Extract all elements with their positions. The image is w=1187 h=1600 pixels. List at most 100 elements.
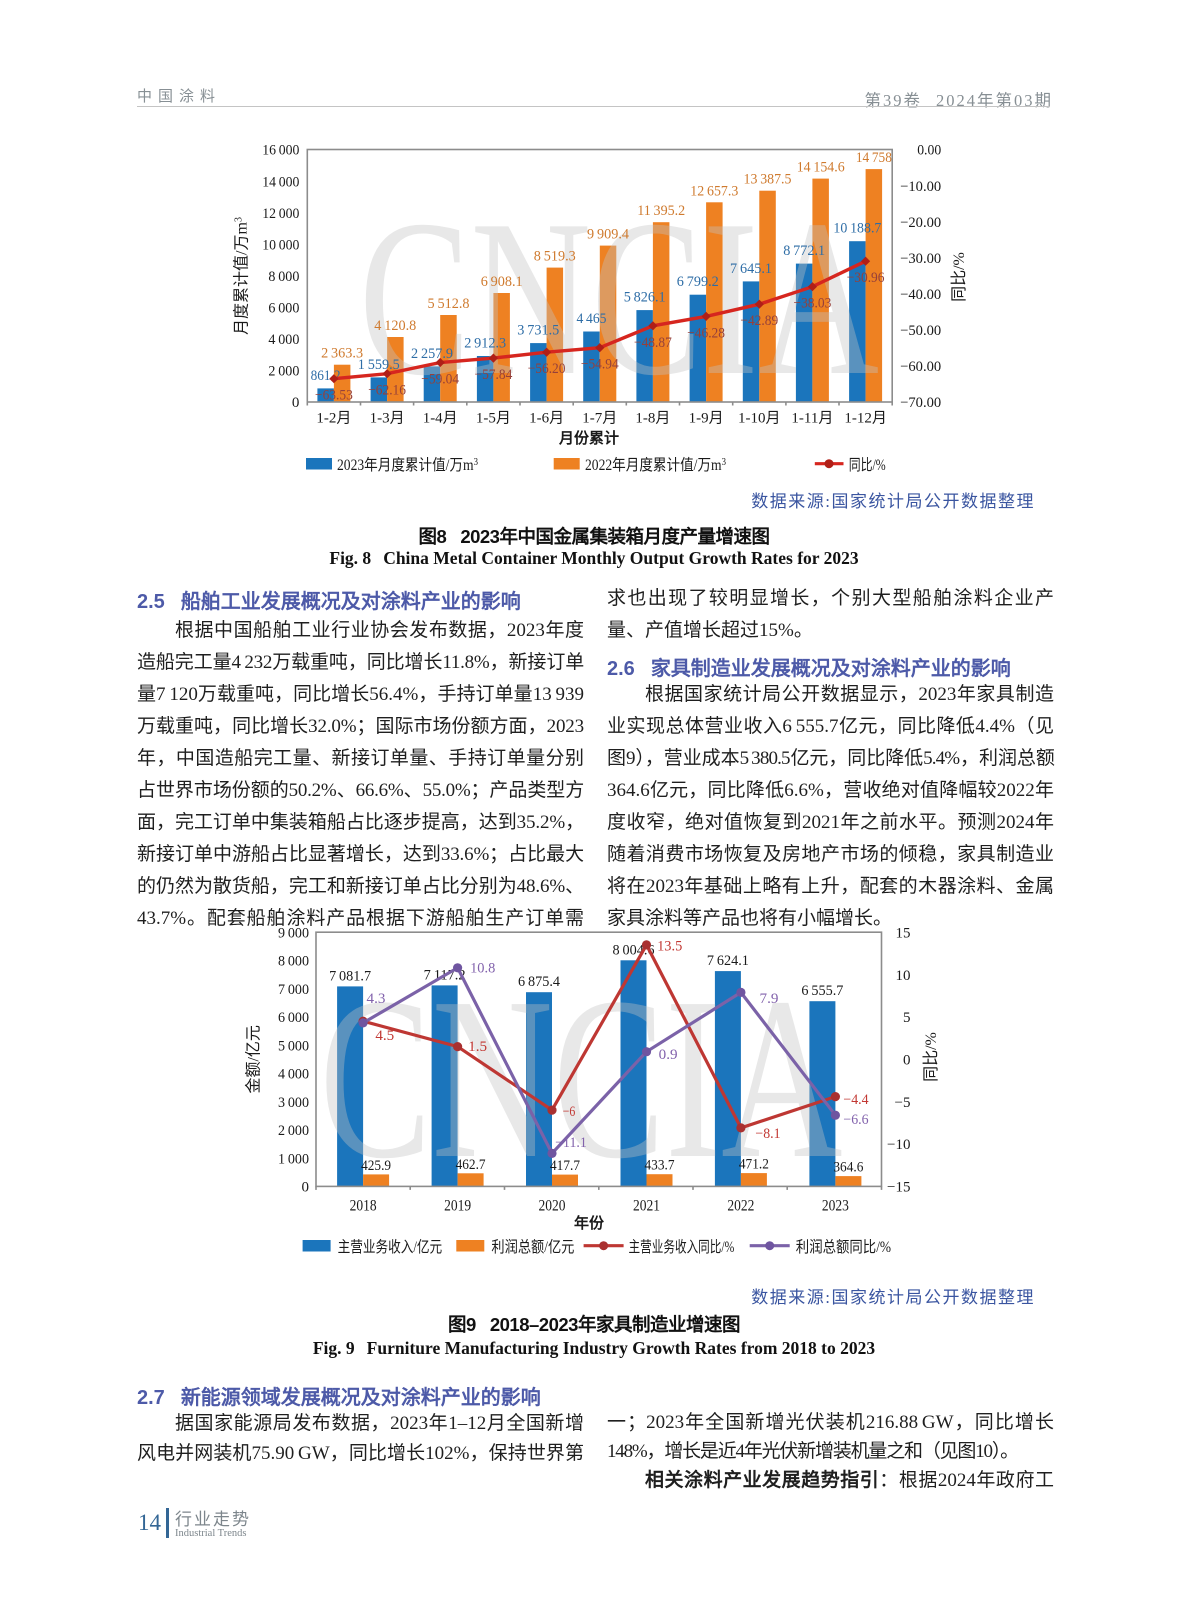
svg-text:7 081.7: 7 081.7 — [329, 968, 371, 984]
svg-text:1-2月: 1-2月 — [316, 411, 351, 427]
svg-text:−10: −10 — [887, 1137, 910, 1153]
svg-text:2 257.9: 2 257.9 — [411, 346, 453, 362]
svg-text:433.7: 433.7 — [645, 1158, 675, 1174]
svg-text:2022: 2022 — [727, 1198, 754, 1215]
svg-text:4 000: 4 000 — [278, 1067, 309, 1083]
svg-text:−10.00: −10.00 — [900, 179, 941, 195]
svg-text:−5: −5 — [895, 1095, 911, 1111]
svg-text:同比/%: 同比/% — [849, 456, 886, 474]
svg-text:2 912.3: 2 912.3 — [464, 336, 506, 352]
svg-text:417.7: 417.7 — [550, 1158, 580, 1174]
svg-text:−60.00: −60.00 — [900, 359, 941, 375]
svg-text:主营业务收入同比/%: 主营业务收入同比/% — [629, 1238, 735, 1256]
svg-text:2 000: 2 000 — [278, 1123, 309, 1139]
svg-text:2023年月度累计值/万m3: 2023年月度累计值/万m3 — [337, 456, 478, 474]
svg-text:13 387.5: 13 387.5 — [744, 172, 792, 188]
svg-text:−15: −15 — [887, 1180, 910, 1196]
svg-text:14 154.6: 14 154.6 — [797, 160, 845, 176]
svg-text:10 188.7: 10 188.7 — [833, 221, 881, 237]
svg-text:425.9: 425.9 — [361, 1158, 391, 1174]
svg-text:5: 5 — [903, 1010, 911, 1026]
svg-text:1-7月: 1-7月 — [582, 411, 617, 427]
svg-text:0: 0 — [302, 1180, 310, 1196]
svg-text:9 909.4: 9 909.4 — [587, 227, 629, 243]
svg-text:1-11月: 1-11月 — [791, 411, 833, 427]
svg-text:CNCIA: CNCIA — [320, 950, 843, 1207]
svg-text:−4.4: −4.4 — [843, 1092, 869, 1108]
svg-text:−63.53: −63.53 — [315, 388, 353, 404]
svg-text:471.2: 471.2 — [739, 1157, 769, 1173]
svg-text:月份累计: 月份累计 — [558, 429, 619, 447]
svg-text:−59.04: −59.04 — [421, 372, 459, 388]
svg-text:−54.94: −54.94 — [581, 357, 619, 373]
svg-text:1-9月: 1-9月 — [689, 411, 724, 427]
svg-text:16 000: 16 000 — [262, 143, 299, 159]
svg-text:8 000: 8 000 — [268, 269, 299, 285]
svg-text:4 000: 4 000 — [268, 332, 299, 348]
svg-text:2023: 2023 — [822, 1198, 849, 1215]
svg-text:−57.84: −57.84 — [475, 367, 513, 383]
svg-text:4.3: 4.3 — [367, 991, 386, 1007]
svg-text:8 000: 8 000 — [278, 954, 309, 970]
svg-text:−30.00: −30.00 — [900, 251, 941, 267]
svg-text:6 000: 6 000 — [268, 301, 299, 317]
svg-text:2020: 2020 — [539, 1198, 566, 1215]
svg-text:1.5: 1.5 — [468, 1039, 487, 1055]
svg-text:1-5月: 1-5月 — [476, 411, 511, 427]
svg-text:8 772.1: 8 772.1 — [783, 243, 825, 259]
svg-text:利润总额/亿元: 利润总额/亿元 — [491, 1238, 574, 1256]
svg-text:7 645.1: 7 645.1 — [730, 261, 772, 277]
svg-text:2 000: 2 000 — [268, 364, 299, 380]
svg-text:CNCIA: CNCIA — [359, 174, 879, 422]
svg-text:5 000: 5 000 — [278, 1038, 309, 1054]
svg-text:10: 10 — [896, 968, 911, 984]
svg-text:12 657.3: 12 657.3 — [690, 183, 738, 199]
svg-text:6 799.2: 6 799.2 — [677, 274, 719, 290]
svg-text:月度累计值/万m3: 月度累计值/万m3 — [233, 217, 251, 335]
svg-text:−6: −6 — [563, 1104, 576, 1120]
svg-text:2018: 2018 — [350, 1198, 377, 1215]
svg-text:0.00: 0.00 — [917, 143, 941, 159]
svg-text:10.8: 10.8 — [470, 960, 495, 976]
svg-text:1 559.5: 1 559.5 — [358, 357, 400, 373]
svg-text:6 908.1: 6 908.1 — [481, 274, 523, 290]
svg-text:462.7: 462.7 — [456, 1157, 486, 1173]
svg-text:4 120.8: 4 120.8 — [374, 318, 416, 334]
svg-text:−40.00: −40.00 — [900, 287, 941, 303]
svg-text:5 826.1: 5 826.1 — [624, 290, 666, 306]
svg-text:6 875.4: 6 875.4 — [518, 974, 560, 990]
svg-text:−62.16: −62.16 — [368, 383, 406, 399]
svg-text:−42.89: −42.89 — [740, 313, 778, 329]
svg-text:2022年月度累计值/万m3: 2022年月度累计值/万m3 — [585, 456, 726, 474]
svg-text:10 000: 10 000 — [262, 237, 299, 253]
svg-text:1-4月: 1-4月 — [423, 411, 458, 427]
svg-text:0: 0 — [903, 1053, 911, 1069]
svg-text:1-6月: 1-6月 — [529, 411, 564, 427]
svg-text:−48.87: −48.87 — [634, 335, 672, 351]
svg-text:利润总额同比/%: 利润总额同比/% — [796, 1238, 891, 1256]
svg-text:1-12月: 1-12月 — [844, 411, 887, 427]
svg-text:−8.1: −8.1 — [755, 1126, 780, 1142]
svg-text:金额/亿元: 金额/亿元 — [245, 1025, 263, 1093]
svg-text:6 555.7: 6 555.7 — [801, 983, 843, 999]
svg-text:861.2: 861.2 — [311, 368, 341, 384]
svg-text:2019: 2019 — [444, 1198, 471, 1215]
svg-text:−50.00: −50.00 — [900, 323, 941, 339]
svg-text:0.9: 0.9 — [659, 1047, 678, 1063]
svg-text:−6.6: −6.6 — [843, 1112, 869, 1128]
svg-text:1-10月: 1-10月 — [738, 411, 781, 427]
svg-text:−38.03: −38.03 — [794, 296, 832, 312]
svg-text:1-8月: 1-8月 — [635, 411, 670, 427]
svg-text:1-3月: 1-3月 — [370, 411, 405, 427]
svg-text:13.5: 13.5 — [657, 939, 682, 955]
svg-text:−46.28: −46.28 — [687, 325, 725, 341]
svg-text:14 000: 14 000 — [262, 174, 299, 190]
svg-text:年份: 年份 — [574, 1214, 605, 1232]
svg-text:8 519.3: 8 519.3 — [534, 249, 576, 265]
svg-text:6 000: 6 000 — [278, 1010, 309, 1026]
svg-text:2021: 2021 — [633, 1198, 660, 1215]
svg-text:12 000: 12 000 — [262, 206, 299, 222]
svg-text:7 000: 7 000 — [278, 982, 309, 998]
svg-text:7 624.1: 7 624.1 — [707, 953, 749, 969]
svg-text:同比/%: 同比/% — [950, 252, 968, 302]
